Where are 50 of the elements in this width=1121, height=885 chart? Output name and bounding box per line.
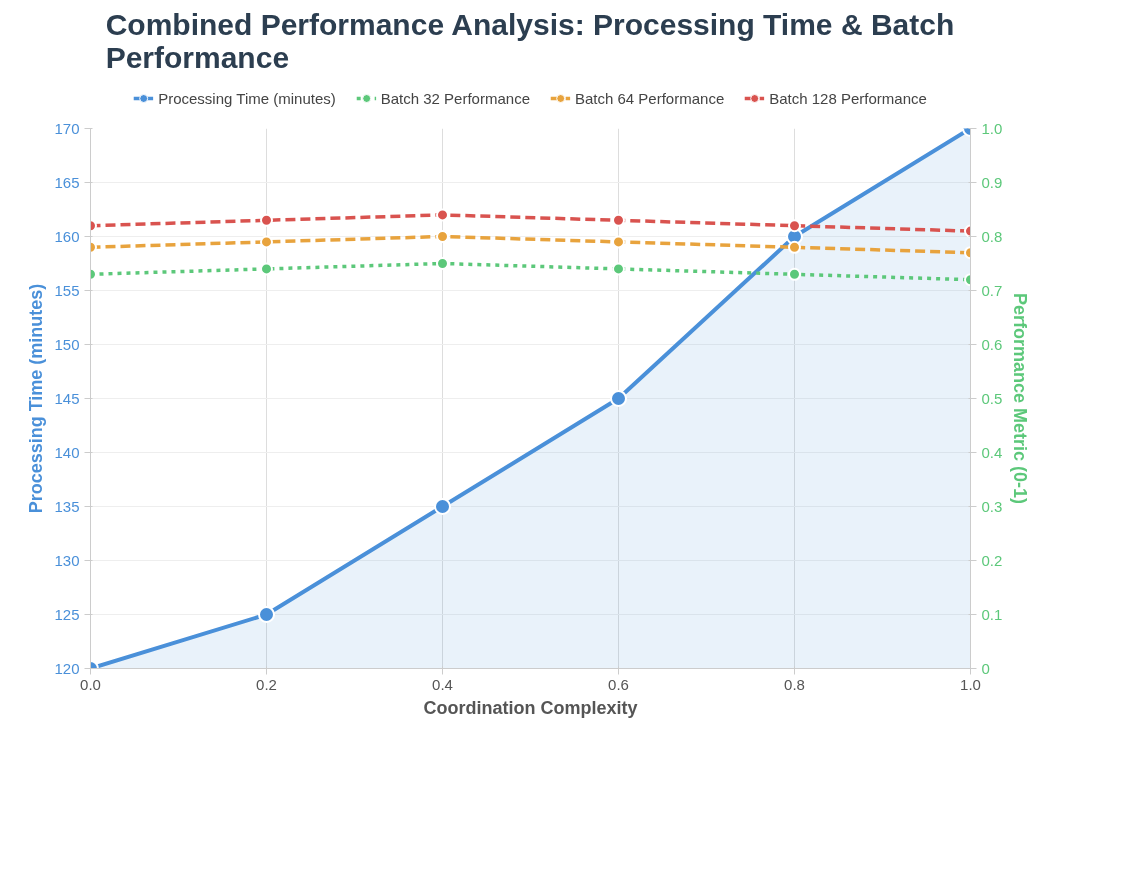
y2-tick-label: 0.8 xyxy=(981,227,1003,245)
y-tick-label: 170 xyxy=(54,119,80,137)
y2-tick-label: 0.5 xyxy=(981,389,1003,407)
legend-label: Processing Time (minutes) xyxy=(158,89,336,107)
chart-title: Combined Performance Analysis: Processing Time & Batch Performance xyxy=(105,7,955,74)
legend-label: Batch 32 Performance xyxy=(380,89,530,107)
legend-label: Batch 128 Performance xyxy=(769,89,927,107)
point xyxy=(260,213,273,227)
point xyxy=(612,213,625,227)
y-tick-label: 120 xyxy=(54,659,80,677)
y-axis-title: Processing Time (minutes) xyxy=(26,283,47,514)
point xyxy=(434,498,451,515)
point xyxy=(436,230,449,243)
x-axis-title: Coordination Complexity xyxy=(423,697,638,718)
point xyxy=(788,219,801,233)
y-tick-label: 155 xyxy=(54,281,80,299)
point xyxy=(788,240,801,254)
x-tick-label: 0.6 xyxy=(608,675,629,693)
y2-tick-label: 0 xyxy=(981,659,990,677)
y2-tick-label: 0.7 xyxy=(981,281,1003,299)
y-tick-label: 140 xyxy=(54,443,80,461)
y2-tick-label: 0.2 xyxy=(981,551,1003,569)
y2-tick-label: 0.3 xyxy=(981,497,1003,515)
point xyxy=(258,606,275,623)
point xyxy=(610,390,627,407)
legend-label: Batch 64 Performance xyxy=(574,89,725,107)
y-tick-label: 160 xyxy=(54,227,80,245)
y-tick-label: 135 xyxy=(54,497,80,515)
point xyxy=(788,267,801,281)
y2-tick-label: 1.0 xyxy=(981,119,1003,137)
y2-tick-label: 0.1 xyxy=(981,605,1003,623)
y2-tick-label: 0.6 xyxy=(981,335,1003,353)
y2-axis-title: Performance Metric (0-1) xyxy=(1010,292,1031,505)
y2-tick-label: 0.4 xyxy=(981,443,1003,461)
y-tick-label: 130 xyxy=(54,551,80,569)
y2-tick-label: 0.9 xyxy=(981,173,1003,191)
point xyxy=(612,235,625,249)
x-tick-label: 1.0 xyxy=(960,675,981,693)
y-tick-label: 125 xyxy=(54,605,80,623)
point xyxy=(612,262,625,276)
point xyxy=(260,262,273,276)
y-tick-label: 165 xyxy=(54,173,80,191)
x-tick-label: 0.0 xyxy=(80,675,101,693)
x-tick-label: 0.4 xyxy=(432,675,453,693)
point xyxy=(436,208,449,222)
point xyxy=(260,235,273,249)
x-tick-label: 0.8 xyxy=(784,675,805,693)
y-tick-label: 145 xyxy=(54,389,80,407)
y-tick-label: 150 xyxy=(54,335,80,353)
x-tick-label: 0.2 xyxy=(256,675,277,693)
